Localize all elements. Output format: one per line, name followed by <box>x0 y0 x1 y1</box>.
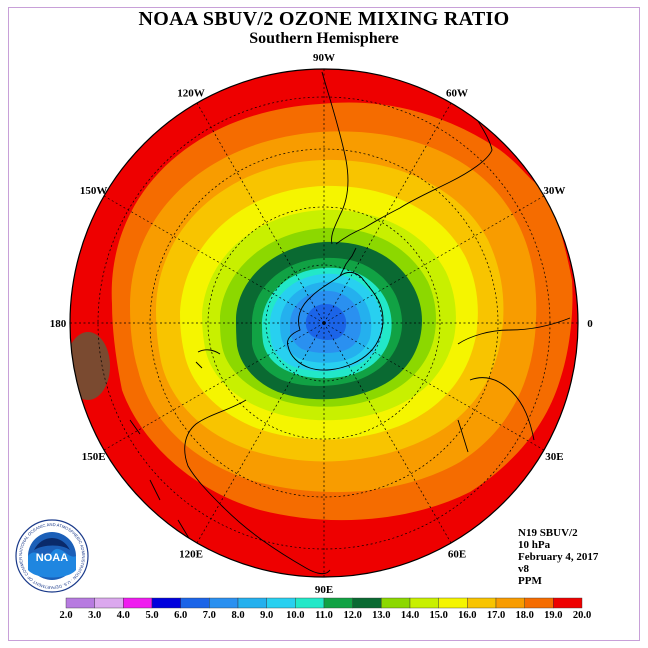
antarctica-coast <box>287 271 384 371</box>
longitude-label: 150W <box>80 185 108 197</box>
africa-coast <box>457 317 571 441</box>
longitude-label: 60E <box>448 548 466 560</box>
longitude-label: 120E <box>179 548 203 560</box>
date-label: February 4, 2017 <box>518 551 599 563</box>
latitude-circle <box>149 148 499 498</box>
logo-text: NOAA <box>36 552 68 564</box>
madagascar <box>457 419 469 453</box>
longitude-labels: 90W 60W 30W 0 30E 60E 90E 120E 150E 180 150W 120W <box>50 52 594 596</box>
ozone-contours <box>70 69 578 577</box>
longitude-label: 150E <box>82 451 106 463</box>
longitude-label: 180 <box>50 318 67 330</box>
meridian-line <box>323 322 452 544</box>
new-zealand <box>195 349 221 369</box>
version-label: v8 <box>518 563 529 575</box>
units-label: PPM <box>518 575 542 587</box>
logo-wave <box>28 548 76 578</box>
australia-coast <box>184 399 331 575</box>
logo-bird <box>34 538 70 550</box>
map-boundary <box>69 68 579 578</box>
satellite-label: N19 SBUV/2 <box>518 527 578 539</box>
meridian-line <box>323 102 452 324</box>
meridian-line <box>196 102 325 324</box>
longitude-label: 30E <box>545 451 563 463</box>
graticule <box>70 69 578 577</box>
meridian-line <box>103 195 325 324</box>
longitude-label: 120W <box>177 88 205 100</box>
level-label: 10 hPa <box>518 539 551 551</box>
page-subtitle: Southern Hemisphere <box>249 30 399 47</box>
info-block: N19 SBUV/2 10 hPa February 4, 2017 v8 PP… <box>518 527 598 587</box>
noaa-logo: NOAA NATIONAL OCEANIC AND ATMOSPHERIC AD… <box>14 518 89 593</box>
meridian-line <box>323 322 545 451</box>
antarctic-peninsula <box>339 247 357 277</box>
plot-frame <box>8 7 640 641</box>
longitude-label: 90W <box>313 52 335 64</box>
south-america-east-coast <box>335 99 493 245</box>
meridian-line <box>103 322 325 451</box>
contour-6ppm <box>305 304 347 340</box>
latitude-circle <box>207 206 441 440</box>
south-america-west-coast <box>321 71 349 245</box>
longitude-label: 90E <box>315 584 333 596</box>
coastlines <box>129 71 571 575</box>
longitude-label: 60W <box>446 88 468 100</box>
page-title: NOAA SBUV/2 OZONE MIXING RATIO <box>138 8 510 30</box>
meridian-line <box>196 322 325 544</box>
longitude-label: 0 <box>587 318 593 330</box>
meridian-line <box>323 195 545 324</box>
contour-20ppm <box>70 332 110 400</box>
latitude-circle <box>265 264 383 382</box>
longitude-label: 30W <box>543 185 565 197</box>
